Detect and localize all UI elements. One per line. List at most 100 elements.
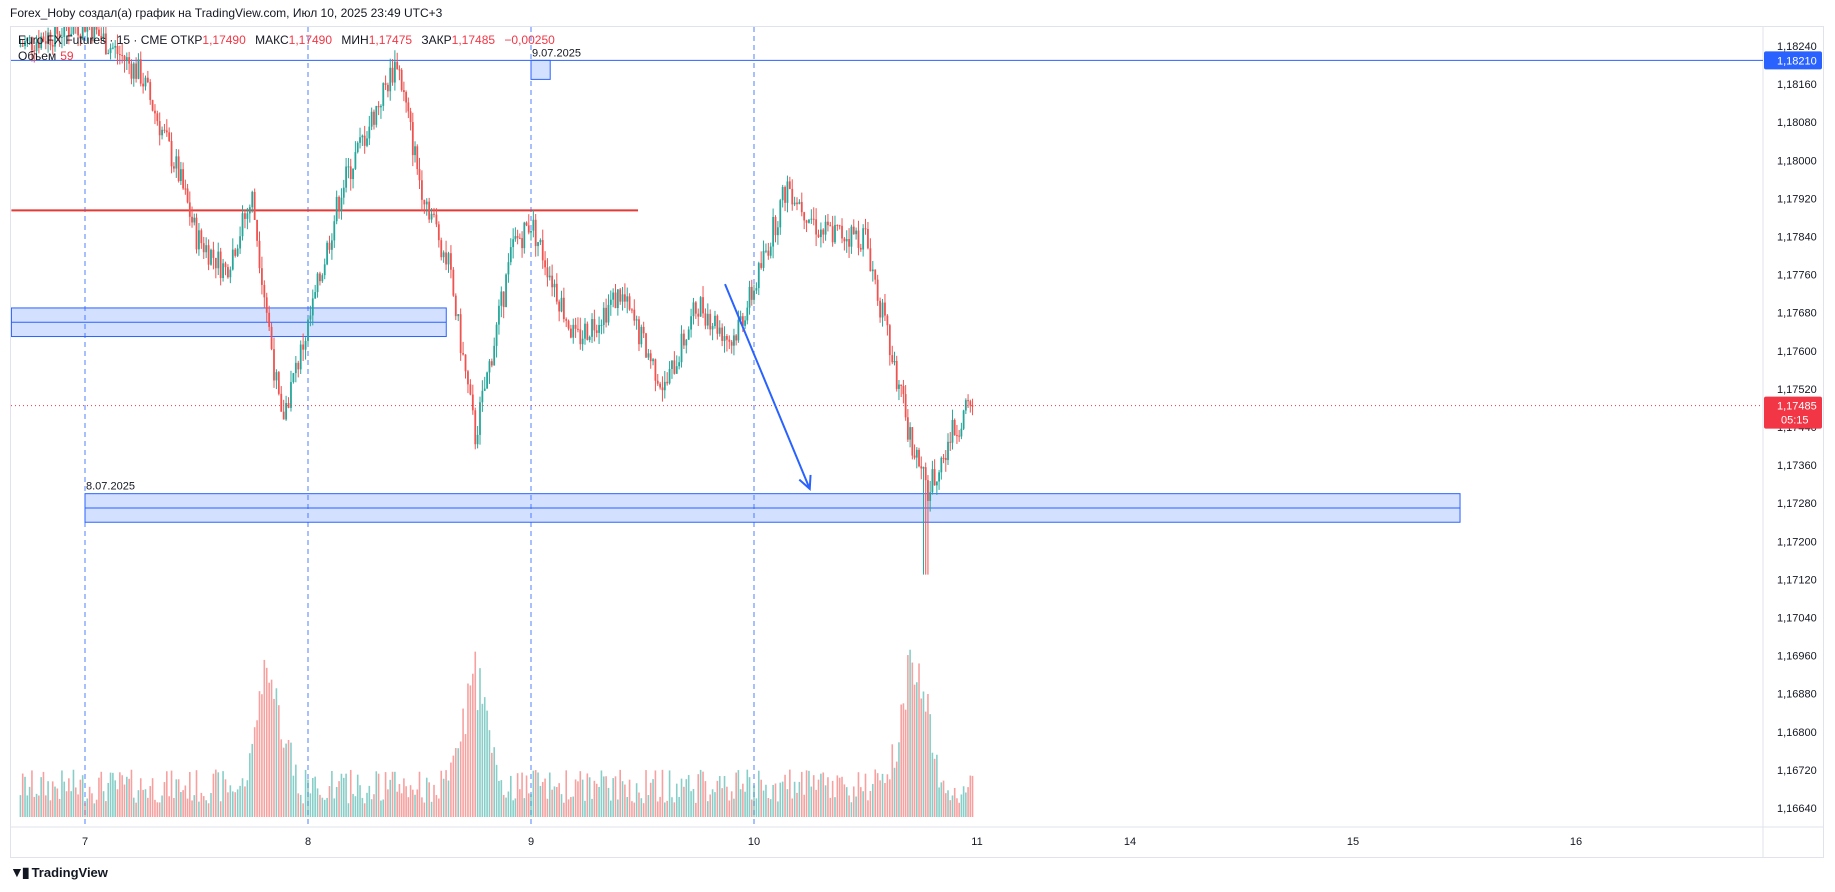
price-chart[interactable]: 9.07.2025 8.07.2025 1,18240 1,18160 1,18080 1… <box>11 27 1823 857</box>
volume-bar <box>519 789 521 817</box>
volume-bar <box>462 708 464 817</box>
candle-body <box>953 419 956 436</box>
candle-body <box>256 220 258 241</box>
volume-bar <box>746 769 749 817</box>
candle-body <box>35 41 38 52</box>
volume-bar <box>177 779 180 817</box>
tradingview-brand[interactable]: ▼▮ TradingView <box>10 864 108 881</box>
candle-body <box>130 63 133 79</box>
volume-bar <box>675 783 678 817</box>
volume-bar <box>328 786 331 817</box>
candle-body <box>352 168 354 180</box>
volume-bar <box>709 794 711 817</box>
volume-bar <box>862 791 864 817</box>
volume-bar <box>593 780 596 817</box>
volume-bar <box>563 802 565 817</box>
candle-body <box>817 234 820 238</box>
candle-body <box>714 315 716 327</box>
volume-bar <box>810 786 813 817</box>
volume-bar <box>200 792 203 817</box>
chart-frame[interactable]: 9.07.2025 8.07.2025 1,18240 1,18160 1,18080 1… <box>10 26 1824 858</box>
candle-body <box>774 216 777 236</box>
candle-body <box>19 45 22 47</box>
candle-body <box>125 57 128 62</box>
volume-bar <box>261 694 263 817</box>
candle-body <box>920 466 923 469</box>
volume-bar <box>154 799 156 817</box>
volume-bar <box>936 754 938 817</box>
volume-bar <box>40 777 42 817</box>
volume-bar <box>656 801 659 817</box>
volume-bar <box>483 697 486 817</box>
volume-bar <box>423 802 426 817</box>
candle-body <box>958 435 961 437</box>
volume-bar <box>911 662 914 817</box>
volume-bar <box>84 802 86 817</box>
candle-body <box>600 325 603 327</box>
candle-body <box>951 419 954 443</box>
symbol-title[interactable]: Euro FX Futures · 15 · CME <box>18 33 168 47</box>
volume-bar <box>879 780 881 817</box>
volume-bar <box>772 784 774 817</box>
candle-body <box>539 240 542 243</box>
candle-body <box>389 67 392 92</box>
volume-bar <box>280 739 283 817</box>
volume-bar <box>702 771 704 817</box>
volume-bar <box>205 800 207 817</box>
candle-body <box>891 355 894 363</box>
volume-bar <box>558 783 560 817</box>
volume-bar <box>791 798 794 817</box>
volume-bar <box>956 798 958 817</box>
candle-body <box>683 333 685 346</box>
volume-bar <box>215 769 217 817</box>
open-label: ОТКР <box>170 33 203 47</box>
volume-bar <box>49 800 52 817</box>
candle-body <box>168 132 171 141</box>
volume-bar <box>361 797 364 817</box>
candle-body <box>609 299 612 305</box>
candle-body <box>384 83 387 85</box>
candle-body <box>900 384 903 386</box>
candle-body <box>947 441 949 461</box>
volume-bar <box>777 801 779 817</box>
candle-body <box>581 338 584 345</box>
volume-bar <box>683 786 685 817</box>
volume-bar <box>824 785 827 817</box>
volume-bar <box>481 703 484 817</box>
volume-bar <box>359 785 361 817</box>
volume-bar <box>189 771 191 817</box>
volume-bar <box>19 795 22 817</box>
volume-bar <box>107 782 110 817</box>
candle-body <box>405 91 408 103</box>
price-tick-label: 1,16640 <box>1777 803 1817 815</box>
candle-body <box>184 188 187 190</box>
volume-bar <box>156 802 159 817</box>
candle-body <box>574 324 577 329</box>
volume-bar <box>733 798 735 817</box>
volume-bar <box>149 786 152 817</box>
volume-bar <box>855 796 857 817</box>
volume-bar <box>767 797 770 817</box>
volume-bar <box>716 780 719 817</box>
candle-body <box>852 226 855 235</box>
candle-body <box>675 366 678 374</box>
volume-bar <box>33 796 36 817</box>
candle-body <box>467 371 469 385</box>
volume-bar <box>457 748 460 817</box>
candle-body <box>605 307 608 323</box>
candle-body <box>265 297 268 313</box>
candle-body <box>191 216 193 223</box>
candle-body <box>398 69 401 71</box>
volume-bar <box>805 770 808 817</box>
candle-body <box>918 449 920 467</box>
volume-bar <box>121 775 123 817</box>
candle-body <box>886 315 889 326</box>
candle-body <box>67 27 70 37</box>
candle-body <box>495 324 498 346</box>
candle-body <box>924 467 927 481</box>
candle-body <box>619 289 622 302</box>
volume-bar <box>628 779 631 817</box>
volume-bar <box>649 782 652 817</box>
candle-body <box>616 289 619 309</box>
candle-body <box>904 394 907 418</box>
